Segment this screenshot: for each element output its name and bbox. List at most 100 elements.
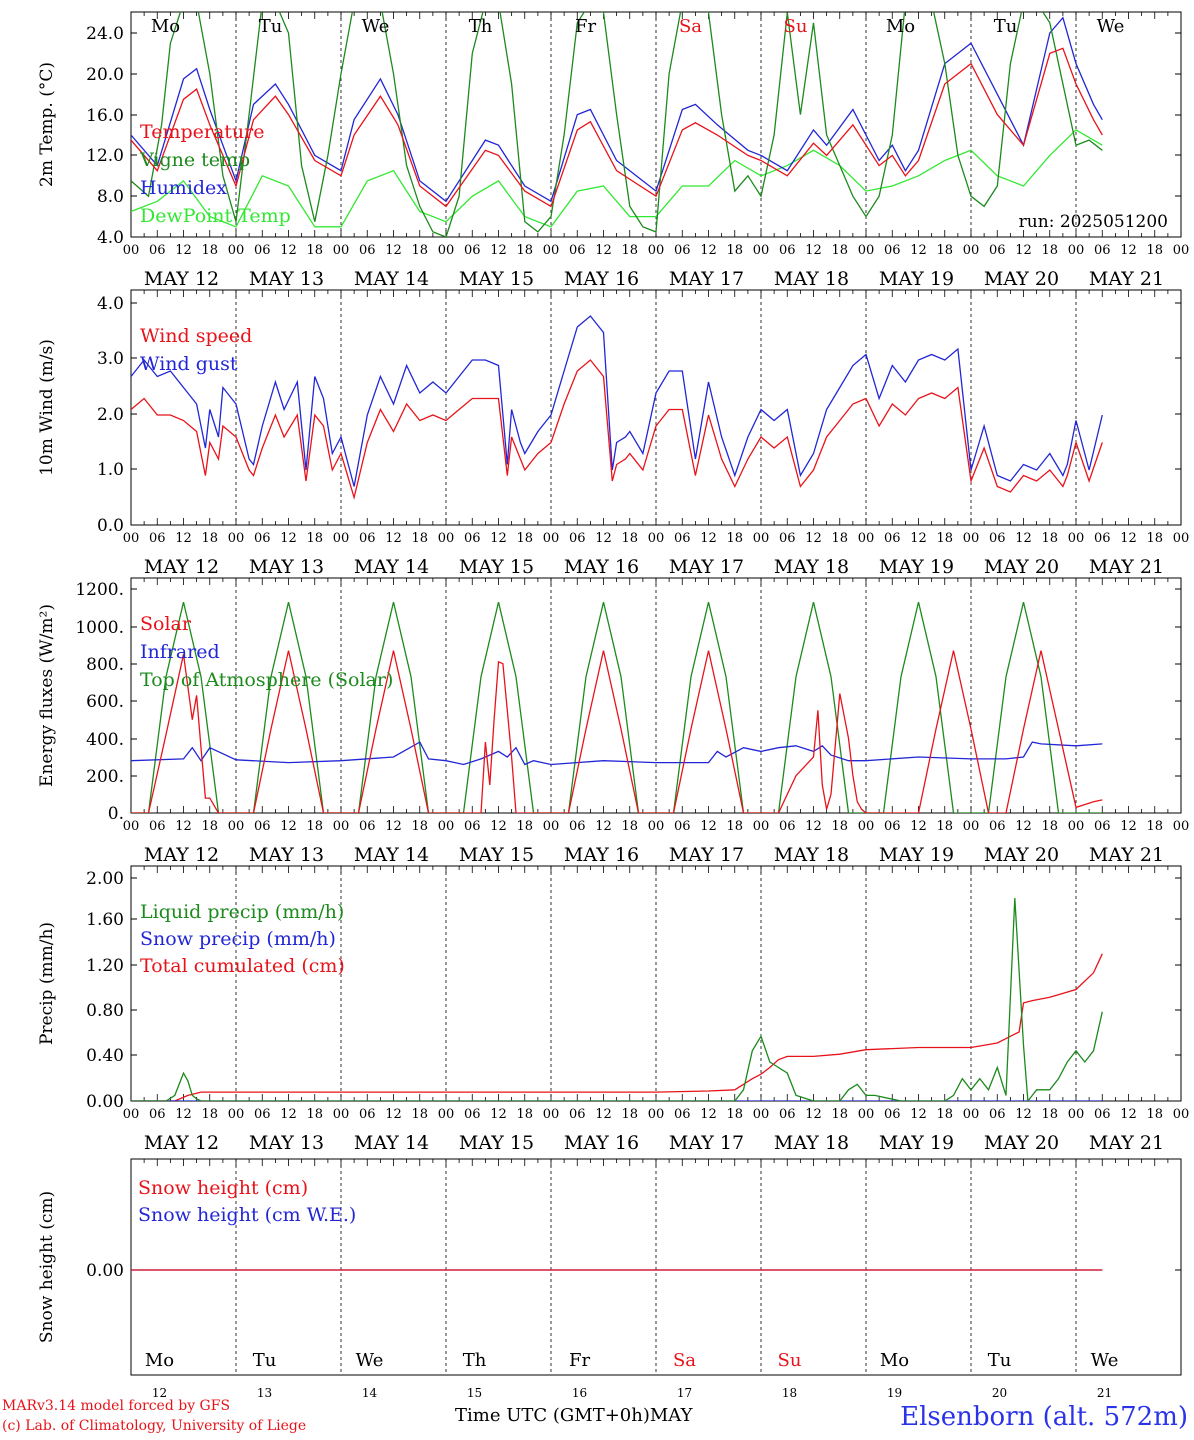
hour-label: 12 [595, 819, 612, 834]
hour-label: 00 [1068, 243, 1085, 258]
hour-label: 18 [621, 531, 638, 546]
hour-label: 00 [963, 819, 980, 834]
hour-label: 06 [359, 243, 376, 258]
hour-label: 06 [149, 1107, 166, 1122]
date-label: MAY 12 [144, 556, 219, 578]
hour-label: 06 [779, 531, 796, 546]
hour-label: 18 [726, 243, 743, 258]
hour-label: 18 [411, 1107, 428, 1122]
hour-label: 00 [1068, 1107, 1085, 1122]
series-total-cumulated-cm- [131, 953, 1103, 1101]
weekday-label-bottom: Tu [988, 1350, 1012, 1371]
panel-3 [130, 577, 1182, 814]
weekday-label-top: Fr [575, 16, 596, 37]
hour-label: 00 [1068, 819, 1085, 834]
weekday-label-bottom: Mo [880, 1350, 909, 1371]
hour-label: 18 [726, 819, 743, 834]
weekday-label-bottom: Tu [253, 1350, 277, 1371]
hour-label: 12 [175, 531, 192, 546]
hour-label: 06 [674, 531, 691, 546]
day-number: 12 [152, 1386, 167, 1400]
hour-label: 18 [831, 819, 848, 834]
y-tick-label: 1.0 [97, 460, 124, 480]
hour-label: 06 [884, 531, 901, 546]
hour-label: 18 [1146, 1107, 1163, 1122]
hour-label: 00 [438, 1107, 455, 1122]
day-number: 13 [257, 1386, 272, 1400]
date-label: MAY 18 [774, 844, 849, 866]
hour-label: 00 [648, 243, 665, 258]
legend-entry: Total cumulated (cm) [140, 955, 345, 977]
y-tick-label: 3.0 [97, 349, 124, 369]
hour-label: 12 [595, 1107, 612, 1122]
hour-label: 00 [123, 243, 140, 258]
day-number: 16 [572, 1386, 587, 1400]
hour-label: 18 [1041, 243, 1058, 258]
hour-label: 12 [490, 819, 507, 834]
hour-label: 12 [1120, 1107, 1137, 1122]
hour-label: 06 [1094, 243, 1111, 258]
hour-label: 18 [726, 531, 743, 546]
hour-label: 06 [254, 819, 271, 834]
hour-label: 06 [569, 1107, 586, 1122]
date-label: MAY 14 [354, 556, 429, 578]
hour-label: 12 [490, 531, 507, 546]
hour-label: 12 [805, 243, 822, 258]
date-label: MAY 18 [774, 268, 849, 290]
hour-label: 18 [201, 531, 218, 546]
series-humidex [131, 16, 1103, 203]
hour-label: 06 [674, 1107, 691, 1122]
hour-label: 12 [1120, 531, 1137, 546]
date-label: MAY 19 [879, 268, 954, 290]
y-tick-label: 0.00 [86, 1261, 124, 1281]
hour-label: 00 [753, 243, 770, 258]
hour-label: 06 [884, 1107, 901, 1122]
hour-label: 06 [674, 819, 691, 834]
hour-label: 12 [805, 531, 822, 546]
y-axis-label: 2m Temp. (°C) [37, 62, 57, 187]
hour-label: 06 [779, 243, 796, 258]
hour-label: 18 [621, 1107, 638, 1122]
hour-label: 18 [201, 243, 218, 258]
hour-label: 00 [753, 819, 770, 834]
day-number: 17 [677, 1386, 692, 1400]
hour-label: 00 [1173, 243, 1190, 258]
series-dewpoint-temp [131, 129, 1103, 228]
date-label: MAY 14 [354, 844, 429, 866]
y-tick-label: 2.00 [86, 869, 124, 889]
date-label: MAY 21 [1089, 268, 1164, 290]
hour-label: 18 [1146, 531, 1163, 546]
hour-label: 18 [1146, 819, 1163, 834]
hour-label: 06 [1094, 531, 1111, 546]
date-label: MAY 15 [459, 268, 534, 290]
hour-label: 00 [543, 243, 560, 258]
hour-label: 00 [1173, 531, 1190, 546]
hour-label: 18 [936, 243, 953, 258]
hour-label: 00 [228, 531, 245, 546]
hour-label: 12 [1120, 819, 1137, 834]
y-axis-label: 10m Wind (m/s) [37, 339, 57, 476]
hour-label: 18 [936, 531, 953, 546]
hour-label: 00 [333, 243, 350, 258]
hour-label: 06 [1094, 819, 1111, 834]
day-number: 15 [467, 1386, 482, 1400]
weekday-label-top: We [1097, 16, 1125, 37]
hour-label: 00 [648, 1107, 665, 1122]
hour-label: 12 [490, 243, 507, 258]
hour-label: 18 [306, 819, 323, 834]
y-tick-label: 8.0 [97, 187, 124, 207]
hour-label: 06 [569, 243, 586, 258]
hour-label: 00 [1068, 531, 1085, 546]
hour-label: 12 [700, 243, 717, 258]
hour-label: 18 [411, 243, 428, 258]
hour-label: 06 [254, 1107, 271, 1122]
hour-label: 18 [831, 243, 848, 258]
hour-label: 00 [123, 1107, 140, 1122]
day-number: 20 [992, 1386, 1007, 1400]
date-label: MAY 15 [459, 556, 534, 578]
hour-label: 18 [201, 819, 218, 834]
credit-model: MARv3.14 model forced by GFS [2, 1398, 231, 1414]
hour-label: 12 [385, 819, 402, 834]
hour-label: 12 [805, 819, 822, 834]
